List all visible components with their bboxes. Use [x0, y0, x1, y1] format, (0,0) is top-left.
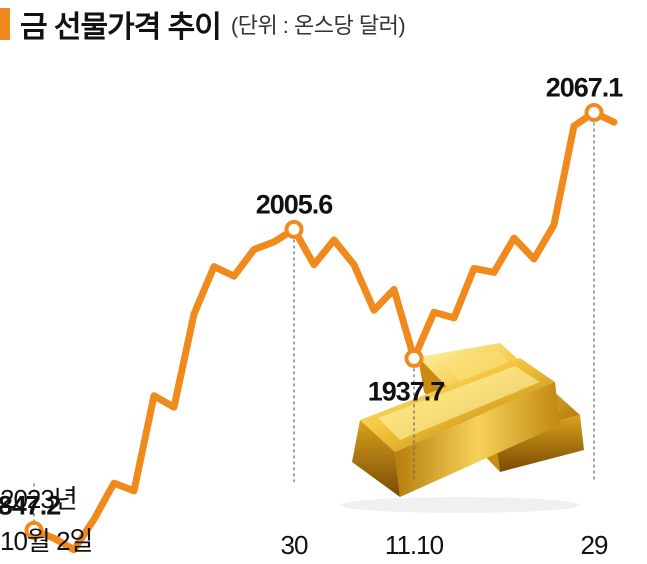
unit-label: (단위 : 온스당 달러): [230, 13, 406, 38]
annotation-marker: [404, 348, 424, 368]
series-line-gold-price: [30, 109, 618, 554]
x-tick-label: 10월 2일: [0, 526, 92, 556]
data-label: 2067.1: [546, 73, 624, 103]
x-tick-label: 29: [581, 530, 608, 560]
data-label: 2005.6: [256, 189, 334, 219]
gold-bars-illustration: [340, 343, 584, 513]
annotation-marker: [284, 219, 304, 239]
x-tick-label: 2023년: [0, 484, 77, 514]
chart-title: 금 선물가격 추이: [20, 11, 222, 44]
annotation-marker: [24, 520, 44, 540]
x-tick-label: 11.10: [385, 530, 444, 560]
x-tick-label: 30: [281, 530, 308, 560]
data-label: 1937.7: [368, 376, 445, 406]
title-accent-bar: [0, 8, 10, 40]
data-label: 1847.2: [0, 490, 60, 520]
title-row: 금 선물가격 추이 (단위 : 온스당 달러): [0, 4, 406, 44]
annotation-marker: [584, 103, 604, 123]
